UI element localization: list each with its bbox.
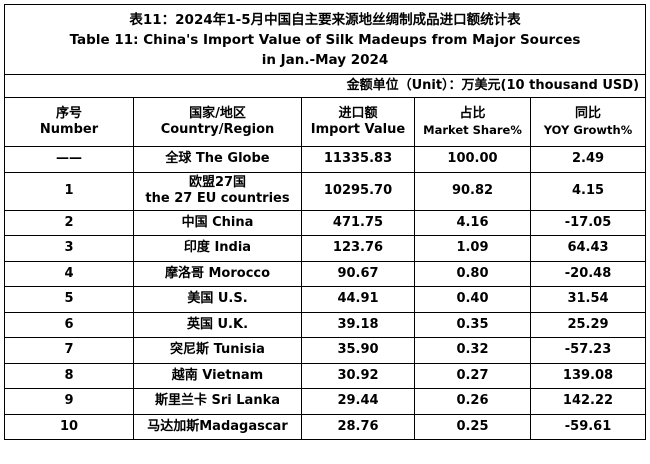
header-number-cn: 序号 [55, 106, 82, 121]
header-row: 序号 Number 国家/地区 Country/Region 进口额 Impor… [4, 97, 647, 147]
cell-market-share: 0.32 [414, 337, 531, 364]
header-number-en: Number [39, 122, 99, 137]
cell-market-share: 0.25 [414, 413, 531, 440]
cell-number: —— [4, 146, 134, 173]
cell-market-share: 0.40 [414, 286, 531, 313]
cell-yoy-growth: -20.48 [529, 260, 647, 287]
cell-region: 斯里兰卡 Sri Lanka [133, 388, 302, 415]
header-growth-cn: 同比 [575, 106, 602, 121]
cell-market-share: 0.35 [414, 311, 531, 338]
header-region-cn: 国家/地区 [189, 106, 246, 121]
table-row: 6 英国 U.K. 39.18 0.35 25.29 [4, 311, 647, 338]
header-value-cn: 进口额 [338, 106, 378, 121]
cell-yoy-growth: 2.49 [529, 146, 647, 173]
cell-number: 5 [4, 286, 134, 313]
header-share-en: Market Share% [423, 123, 522, 137]
cell-number: 3 [4, 235, 134, 262]
cell-number: 7 [4, 337, 134, 364]
cell-import-value: 471.75 [301, 209, 415, 236]
cell-yoy-growth: 25.29 [529, 311, 647, 338]
table-row: 7 突尼斯 Tunisia 35.90 0.32 -57.23 [4, 337, 647, 364]
table-row: 3 印度 India 123.76 1.09 64.43 [4, 235, 647, 262]
cell-number: 9 [4, 388, 134, 415]
cell-region: 印度 India [133, 235, 302, 262]
cell-import-value: 123.76 [301, 235, 415, 262]
table-row: 10 马达加斯Madagascar 28.76 0.25 -59.61 [4, 413, 647, 440]
cell-market-share: 0.26 [414, 388, 531, 415]
header-yoy-growth: 同比 YOY Growth% [529, 97, 647, 147]
cell-number: 10 [4, 413, 134, 440]
header-import-value: 进口额 Import Value [301, 97, 415, 147]
cell-market-share: 0.27 [414, 362, 531, 389]
cell-import-value: 35.90 [301, 337, 415, 364]
header-region: 国家/地区 Country/Region [133, 97, 302, 147]
table-row: —— 全球 The Globe 11335.83 100.00 2.49 [4, 146, 647, 173]
cell-region: 全球 The Globe [133, 146, 302, 173]
cell-market-share: 90.82 [414, 171, 531, 211]
cell-market-share: 0.80 [414, 260, 531, 287]
cell-yoy-growth: -59.61 [529, 413, 647, 440]
header-share-cn: 占比 [459, 106, 486, 121]
cell-market-share: 4.16 [414, 209, 531, 236]
cell-region: 中国 China [133, 209, 302, 236]
header-number: 序号 Number [4, 97, 134, 147]
table-row: 1 欧盟27国 the 27 EU countries 10295.70 90.82 4.… [4, 171, 647, 211]
cell-import-value: 44.91 [301, 286, 415, 313]
cell-yoy-growth: 4.15 [529, 171, 647, 211]
cell-import-value: 11335.83 [301, 146, 415, 173]
table-row: 8 越南 Vietnam 30.92 0.27 139.08 [4, 362, 647, 389]
cell-number: 6 [4, 311, 134, 338]
table-row: 4 摩洛哥 Morocco 90.67 0.80 -20.48 [4, 260, 647, 287]
statistics-table-sheet: 表11：2024年1-5月中国自主要来源地丝绸制成品进口额统计表 Table 1… [3, 4, 647, 460]
cell-import-value: 10295.70 [301, 171, 415, 211]
header-value-en: Import Value [310, 122, 406, 137]
cell-region: 英国 U.K. [133, 311, 302, 338]
table-row: 2 中国 China 471.75 4.16 -17.05 [4, 209, 647, 236]
cell-import-value: 30.92 [301, 362, 415, 389]
cell-import-value: 90.67 [301, 260, 415, 287]
cell-number: 4 [4, 260, 134, 287]
title-chinese: 表11：2024年1-5月中国自主要来源地丝绸制成品进口额统计表 [129, 12, 521, 28]
cell-market-share: 1.09 [414, 235, 531, 262]
table-title-row: 表11：2024年1-5月中国自主要来源地丝绸制成品进口额统计表 Table 1… [3, 4, 647, 75]
unit-label: 金额单位（Unit）：万美元(10 thousand USD) [3, 74, 647, 98]
cell-region: 越南 Vietnam [133, 362, 302, 389]
cell-region-en: the 27 EU countries [145, 191, 290, 206]
header-market-share: 占比 Market Share% [414, 97, 531, 147]
cell-region-cn: 欧盟27国 [188, 175, 247, 190]
cell-yoy-growth: 31.54 [529, 286, 647, 313]
cell-yoy-growth: -17.05 [529, 209, 647, 236]
cell-number: 8 [4, 362, 134, 389]
header-region-en: Country/Region [160, 122, 275, 137]
cell-yoy-growth: 64.43 [529, 235, 647, 262]
cell-number: 2 [4, 209, 134, 236]
table-title: 表11：2024年1-5月中国自主要来源地丝绸制成品进口额统计表 Table 1… [3, 4, 647, 75]
cell-region: 摩洛哥 Morocco [133, 260, 302, 287]
title-period: in Jan.-May 2024 [261, 52, 389, 68]
cell-region: 突尼斯 Tunisia [133, 337, 302, 364]
cell-yoy-growth: 142.22 [529, 388, 647, 415]
cell-region: 欧盟27国 the 27 EU countries [133, 171, 302, 211]
cell-region: 马达加斯Madagascar [133, 413, 302, 440]
cell-yoy-growth: -57.23 [529, 337, 647, 364]
cell-number: 1 [4, 171, 134, 211]
silk-import-table: 表11：2024年1-5月中国自主要来源地丝绸制成品进口额统计表 Table 1… [3, 4, 647, 440]
unit-row: 金额单位（Unit）：万美元(10 thousand USD) [3, 74, 647, 98]
header-growth-en: YOY Growth% [543, 123, 633, 137]
cell-import-value: 29.44 [301, 388, 415, 415]
cell-market-share: 100.00 [414, 146, 531, 173]
table-row: 9 斯里兰卡 Sri Lanka 29.44 0.26 142.22 [4, 388, 647, 415]
cell-import-value: 39.18 [301, 311, 415, 338]
cell-yoy-growth: 139.08 [529, 362, 647, 389]
title-english: Table 11: China's Import Value of Silk M… [69, 32, 581, 48]
cell-region: 美国 U.S. [133, 286, 302, 313]
table-row: 5 美国 U.S. 44.91 0.40 31.54 [4, 286, 647, 313]
cell-import-value: 28.76 [301, 413, 415, 440]
